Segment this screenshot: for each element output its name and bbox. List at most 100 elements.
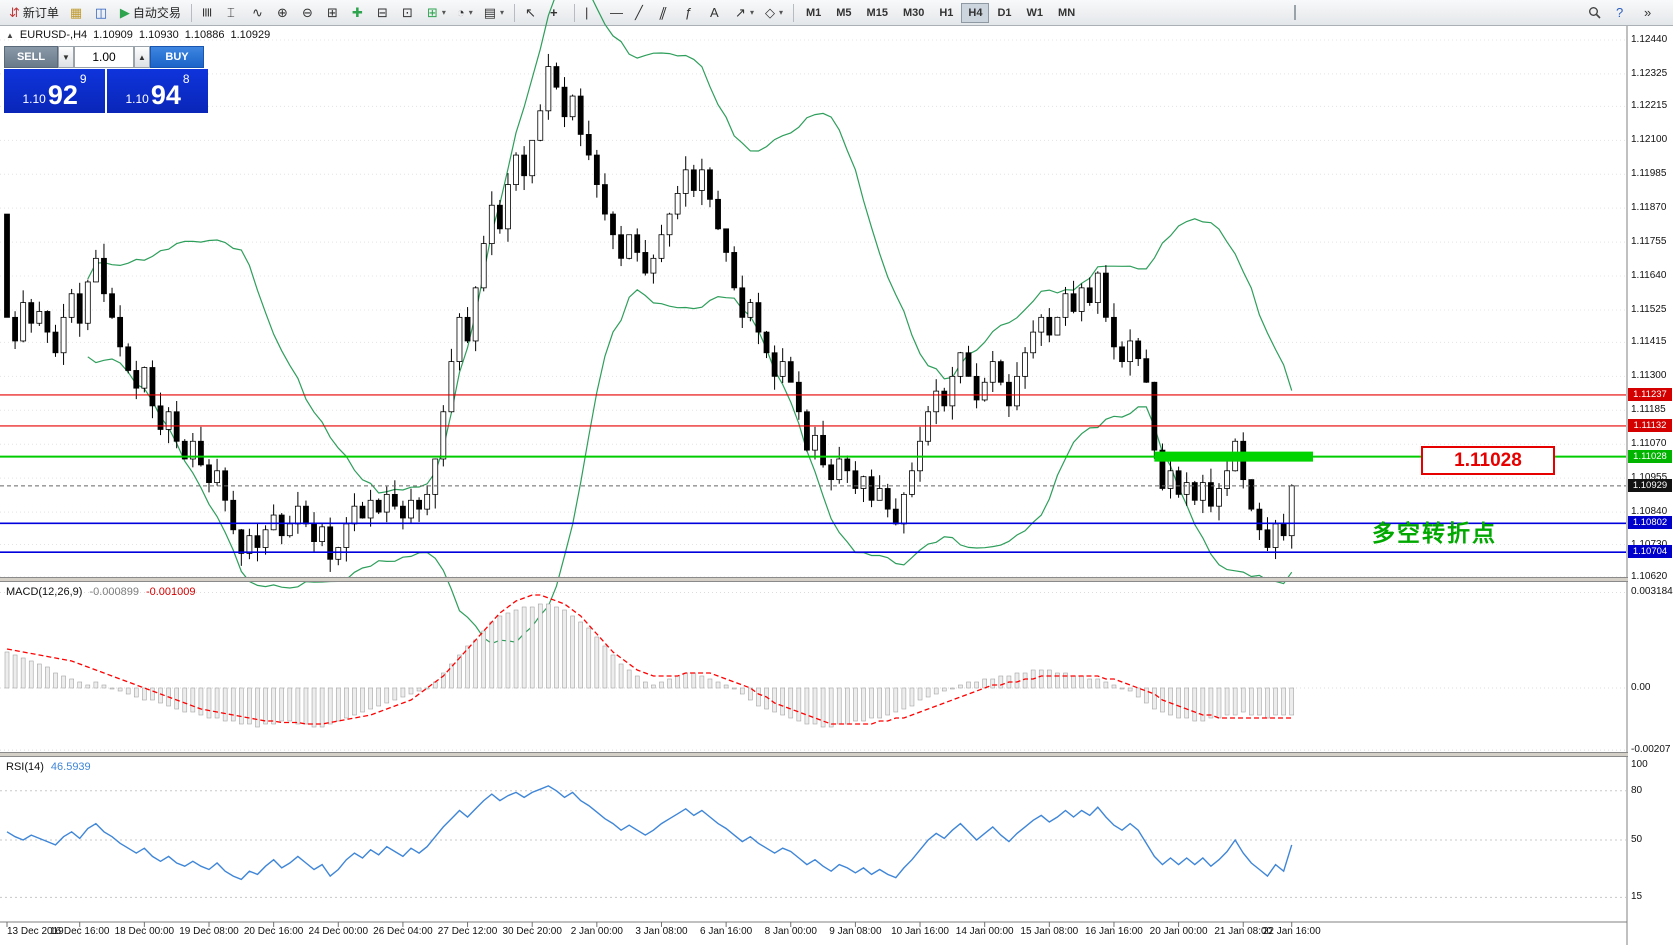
timeframe-M5[interactable]: M5 — [829, 3, 858, 23]
rsi-axis-label: 80 — [1631, 784, 1643, 796]
price-tick-label: 1.11985 — [1631, 168, 1667, 180]
time-axis[interactable]: 13 Dec 2019 16 Dec 16:00 18 Dec 00:00 19 De… — [0, 923, 1626, 945]
time-tick-label: 30 Dec 20:00 — [502, 926, 562, 937]
horizontal-line-button[interactable]: — — [605, 2, 629, 24]
timeframe-M1[interactable]: M1 — [799, 3, 828, 23]
time-tick-label: 22 Jan 16:00 — [1262, 926, 1321, 937]
timeframe-MN[interactable]: MN — [1051, 3, 1082, 23]
zoom-in-button[interactable]: ⊕ — [272, 2, 296, 24]
price-axis[interactable]: 1.12440 1.12325 1.12215 1.12100 1.11985 1.118… — [1628, 26, 1673, 945]
buy-price-sup: 8 — [182, 72, 190, 86]
price-tick-label: 1.12325 — [1631, 67, 1668, 79]
chevron-down-icon: ▾ — [468, 8, 473, 17]
timeframe-H1[interactable]: H1 — [932, 3, 960, 23]
sell-price-sup: 9 — [79, 72, 87, 86]
timeframe-M30[interactable]: M30 — [896, 3, 931, 23]
ohlc-low: 1.10886 — [184, 29, 225, 41]
market-watch-button[interactable]: ◫ — [90, 2, 114, 24]
time-tick-label: 6 Jan 16:00 — [699, 926, 753, 937]
grid-button[interactable]: ⊞ — [322, 2, 346, 24]
buy-button[interactable]: BUY — [150, 46, 204, 68]
symbol-direction-icon: ▲ — [6, 30, 14, 40]
panel-separator[interactable] — [0, 577, 1673, 582]
timeframe-D1[interactable]: D1 — [990, 3, 1018, 23]
time-tick-label: 10 Jan 16:00 — [891, 926, 949, 937]
time-tick-label: 9 Jan 08:00 — [829, 926, 882, 937]
volume-increase-button[interactable]: ▲ — [134, 46, 150, 68]
macd-label: MACD(12,26,9) -0.000899 -0.001009 — [6, 586, 196, 598]
rsi-axis-label: 15 — [1631, 891, 1643, 903]
indicators-button[interactable]: ✚ — [347, 2, 371, 24]
chevron-down-icon: ▾ — [778, 8, 783, 17]
tile-horizontal-icon: ⊟ — [376, 5, 388, 20]
templates-button[interactable]: ▤ ▾ — [479, 2, 509, 24]
ohlc-high: 1.10930 — [138, 29, 179, 41]
profiles-icon: ▦ — [69, 5, 83, 20]
tile-vertically-button[interactable]: ⊡ — [397, 2, 421, 24]
rsi-value: 46.5939 — [50, 761, 91, 773]
arrow-tool-button[interactable]: ↗ ▾ — [730, 2, 759, 24]
buy-price-display[interactable]: 1.10 94 8 — [107, 69, 208, 113]
timeframe-M15[interactable]: M15 — [860, 3, 895, 23]
trendline-button[interactable]: ╱ — [630, 2, 654, 24]
rsi-axis-label: 100 — [1631, 759, 1648, 770]
new-order-button[interactable]: ⇵ 新订单 — [4, 2, 64, 24]
toolbar-splitter[interactable] — [1294, 5, 1296, 20]
vertical-line-button[interactable]: | — [580, 2, 604, 24]
price-tick-label: 1.11525 — [1631, 303, 1667, 315]
search-button[interactable] — [1583, 2, 1607, 24]
macd-axis-label: 0.003184 — [1631, 586, 1673, 598]
toolbar-right-group: ? » — [1583, 2, 1669, 24]
new-chart-button[interactable]: ⊞ ▾ — [422, 2, 451, 24]
macd-signal-value: -0.001009 — [145, 586, 196, 598]
timeframe-H4[interactable]: H4 — [961, 2, 990, 23]
price-tick-label: 1.12215 — [1631, 100, 1668, 112]
line-chart-icon: ∿ — [251, 5, 263, 20]
crosshair-icon: + — [550, 5, 558, 20]
autotrading-label: 自动交易 — [132, 6, 181, 20]
time-tick-label: 18 Dec 00:00 — [114, 926, 175, 937]
time-tick-label: 16 Jan 16:00 — [1085, 926, 1143, 937]
candlestick-chart-button[interactable]: ⌶ — [222, 2, 246, 24]
timeframe-W1[interactable]: W1 — [1020, 3, 1051, 23]
grid-icon: ⊞ — [326, 5, 338, 20]
autotrading-button[interactable]: ▶ 自动交易 — [115, 2, 186, 24]
profiles-button[interactable]: ▦ — [65, 2, 89, 24]
sell-button[interactable]: SELL — [4, 46, 58, 68]
crosshair-button[interactable]: + — [545, 2, 569, 24]
arrow-tool-icon: ↗ — [735, 5, 746, 20]
price-tick-label: 1.11415 — [1631, 336, 1667, 348]
price-tick-label: 1.10840 — [1631, 506, 1668, 518]
price-tick-label: 1.12100 — [1631, 134, 1668, 146]
price-tag: 1.10929 — [1628, 478, 1672, 492]
zoom-out-button[interactable]: ⊖ — [297, 2, 321, 24]
period-button[interactable]: ◔ ▾ — [452, 2, 478, 24]
sell-price-display[interactable]: 1.10 92 9 — [4, 69, 105, 113]
rsi-label: RSI(14) 46.5939 — [6, 761, 91, 773]
ohlc-close: 1.10929 — [230, 29, 271, 41]
toolbar-overflow-button[interactable]: » — [1639, 2, 1663, 24]
price-annotation-box[interactable]: 1.11028 — [1421, 446, 1555, 475]
toolbar: ⇵ 新订单 ▦ ◫ ▶ 自动交易 ≣ ⌶ ∿ ⊕ ⊖ ⊞ — [0, 0, 1673, 26]
shapes-button[interactable]: ◇ ▾ — [760, 2, 788, 24]
help-button[interactable]: ? — [1611, 2, 1635, 24]
autotrading-icon: ▶ — [119, 5, 130, 20]
vertical-line-icon: | — [585, 5, 589, 20]
price-tick-label: 1.10955 — [1631, 472, 1668, 484]
cursor-button[interactable]: ↖ — [520, 2, 544, 24]
text-tool-button[interactable]: A — [705, 2, 729, 24]
turning-point-note[interactable]: 多空转折点 — [1372, 520, 1497, 546]
line-chart-button[interactable]: ∿ — [247, 2, 271, 24]
new-order-icon: ⇵ — [9, 5, 20, 20]
tile-horizontally-button[interactable]: ⊟ — [372, 2, 396, 24]
fibonacci-icon: ƒ — [685, 5, 693, 20]
volume-input[interactable] — [74, 46, 134, 68]
chevron-down-icon: ▾ — [441, 8, 446, 17]
panel-separator[interactable] — [0, 752, 1673, 757]
new-order-label: 新订单 — [22, 6, 59, 20]
fibonacci-button[interactable]: ƒ — [680, 2, 704, 24]
buy-price-small: 1.10 — [125, 92, 149, 106]
volume-decrease-button[interactable]: ▼ — [58, 46, 74, 68]
